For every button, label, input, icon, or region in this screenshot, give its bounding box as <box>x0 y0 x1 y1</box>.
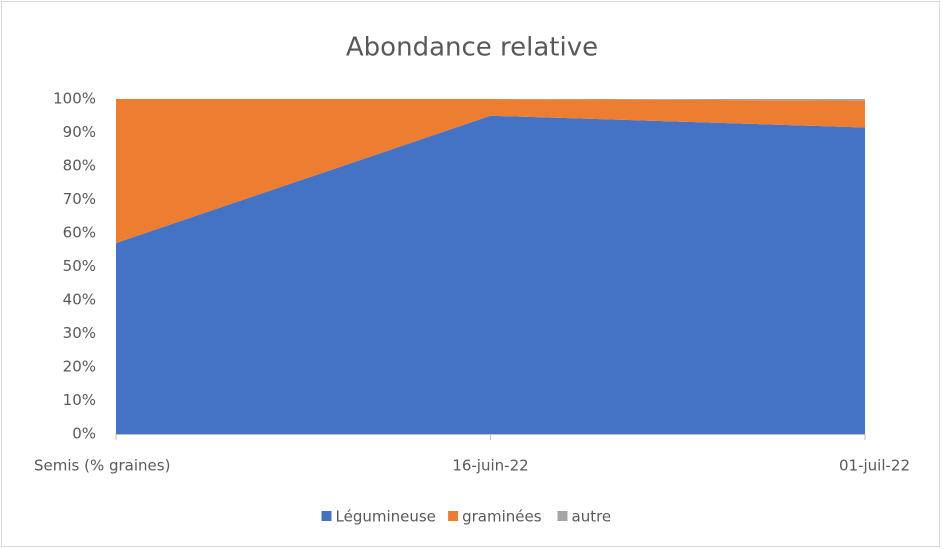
x-tick-label: Semis (% graines) <box>34 457 170 475</box>
y-tick-label: 20% <box>63 358 96 376</box>
y-tick-label: 30% <box>63 324 96 342</box>
legend-label: autre <box>572 508 612 526</box>
x-tick-label: 16-juin-22 <box>452 457 528 475</box>
y-tick-label: 0% <box>72 425 96 443</box>
legend-swatch <box>321 511 332 521</box>
y-tick-label: 80% <box>63 157 96 175</box>
y-tick-label: 60% <box>63 224 96 242</box>
area <box>116 115 865 434</box>
y-tick-label: 90% <box>63 123 96 141</box>
legend-swatch <box>557 511 568 521</box>
legend-label: Légumineuse <box>336 508 436 526</box>
x-tick-label: 01-juil-22 <box>839 457 910 475</box>
y-tick-label: 40% <box>63 291 96 309</box>
area <box>116 99 865 101</box>
area <box>116 99 865 244</box>
y-tick-label: 100% <box>53 90 96 108</box>
chart-title: Abondance relative <box>346 33 598 63</box>
legend-swatch <box>448 511 459 521</box>
legend-label: graminées <box>462 508 542 526</box>
y-tick-label: 10% <box>63 391 96 409</box>
y-tick-label: 50% <box>63 257 96 275</box>
y-tick-label: 70% <box>63 190 96 208</box>
